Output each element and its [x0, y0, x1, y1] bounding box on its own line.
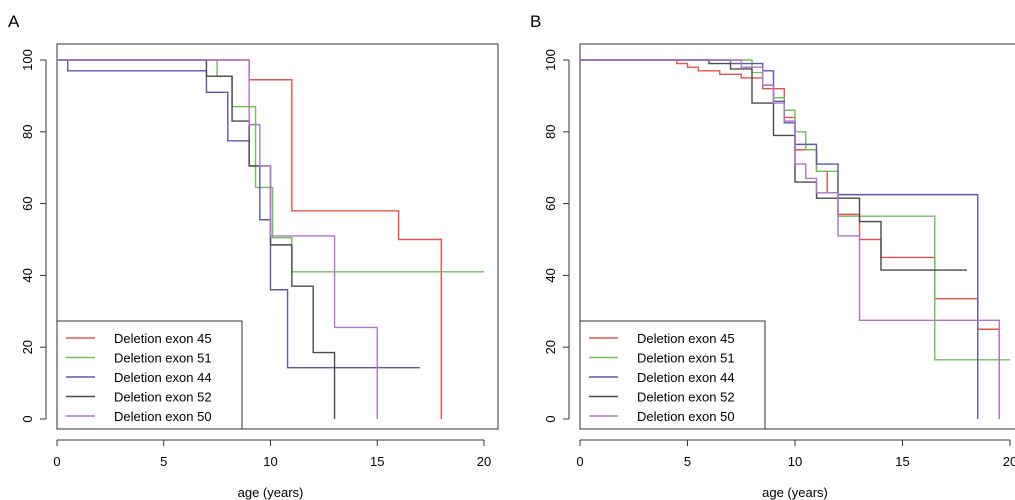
x-axis-title: age (years) — [238, 485, 304, 500]
legend-label-1: Deletion exon 45 — [114, 331, 212, 346]
legend-label-3: Deletion exon 44 — [114, 370, 212, 385]
x-tick-label: 5 — [684, 454, 691, 469]
legend-label-2: Deletion exon 51 — [637, 351, 735, 366]
x-tick-label: 10 — [263, 454, 277, 469]
x-axis-title: age (years) — [762, 485, 828, 500]
legend-box — [56, 320, 243, 430]
legend-label-5: Deletion exon 50 — [114, 409, 212, 424]
x-tick-label: 15 — [370, 454, 384, 469]
panel-label: B — [530, 12, 541, 31]
series-line-5 — [580, 59, 1000, 419]
y-tick-label: 0 — [543, 415, 558, 422]
legend-label-2: Deletion exon 51 — [114, 351, 212, 366]
y-tick-label: 40 — [543, 268, 558, 282]
y-tick-label: 40 — [20, 268, 35, 282]
x-tick-label: 15 — [895, 454, 909, 469]
y-tick-label: 80 — [543, 125, 558, 139]
legend-label-3: Deletion exon 44 — [637, 370, 735, 385]
series-line-2 — [580, 59, 1010, 361]
series-line-2 — [57, 59, 484, 273]
plot-frame — [579, 43, 1015, 430]
x-tick-label: 20 — [477, 454, 491, 469]
panel-label: A — [8, 12, 20, 31]
y-tick-label: 20 — [20, 340, 35, 354]
legend-label-1: Deletion exon 45 — [637, 331, 735, 346]
y-tick-label: 60 — [20, 196, 35, 210]
y-tick-label: 0 — [20, 415, 35, 422]
y-tick-label: 20 — [543, 340, 558, 354]
y-tick-label: 60 — [543, 196, 558, 210]
series-line-3 — [580, 59, 979, 419]
x-tick-label: 0 — [53, 454, 60, 469]
legend-label-4: Deletion exon 52 — [114, 390, 212, 405]
y-tick-label: 100 — [20, 49, 35, 71]
y-tick-label: 80 — [20, 125, 35, 139]
legend-label-4: Deletion exon 52 — [637, 390, 735, 405]
legend-box — [579, 320, 766, 430]
series-line-4 — [580, 59, 967, 271]
y-tick-label: 100 — [543, 49, 558, 71]
x-tick-label: 10 — [788, 454, 802, 469]
x-tick-label: 20 — [1003, 454, 1015, 469]
series-line-5 — [57, 59, 378, 419]
panel-b: B 0 5 10 15 20 age (years) 0 20 40 60 80 100 Deletion… — [530, 12, 1015, 500]
panel-a: A 0 5 10 15 20 age (years) 0 20 40 60 80 100 Deletion… — [8, 12, 499, 500]
x-tick-label: 0 — [576, 454, 583, 469]
plot-frame — [56, 43, 499, 430]
x-tick-label: 5 — [160, 454, 167, 469]
legend-label-5: Deletion exon 50 — [637, 409, 735, 424]
